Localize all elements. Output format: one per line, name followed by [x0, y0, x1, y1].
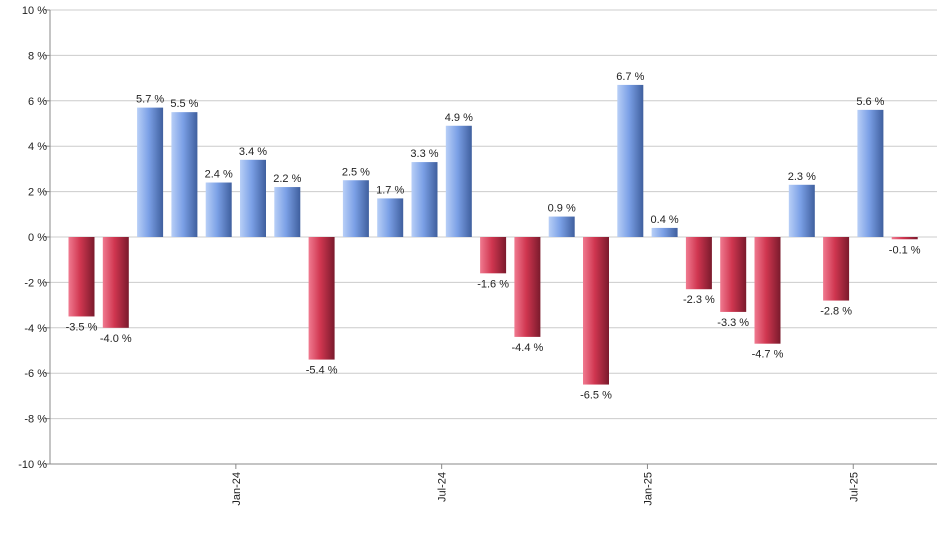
bar: [68, 237, 95, 317]
bar-value-label: -4.0 %: [100, 333, 132, 345]
bar: [548, 216, 575, 237]
bar-value-label: 2.2 %: [273, 173, 301, 185]
x-tick-label: Jan-25: [642, 472, 654, 506]
bar-value-label: 0.4 %: [651, 214, 679, 226]
y-tick-label: 0 %: [28, 232, 47, 244]
bars: [68, 84, 918, 385]
bar: [857, 109, 884, 237]
bar-value-label: -6.5 %: [580, 390, 612, 402]
y-tick-label: -4 %: [24, 323, 47, 335]
bar: [445, 125, 472, 237]
value-labels: -3.5 %-4.0 % 5.7 % 5.5 % 2.4 % 3.4 % 2.2 % -5.…: [66, 71, 921, 402]
bar: [788, 184, 815, 237]
bar-value-label: -2.3 %: [683, 294, 715, 306]
y-tick-label: 4 %: [28, 141, 47, 153]
x-tick-label: Jul-25: [848, 472, 860, 502]
y-tick-label: 2 %: [28, 187, 47, 199]
bar: [685, 237, 712, 290]
x-tick-label: Jan-24: [231, 472, 243, 506]
bar-value-label: -5.4 %: [306, 365, 338, 377]
bar-value-label: -3.3 %: [717, 317, 749, 329]
bar: [754, 237, 781, 344]
x-axis-ticks: Jan-24 Jul-24 Jan-25 Jul-25: [231, 464, 860, 506]
y-tick-label: -8 %: [24, 414, 47, 426]
bar: [480, 237, 507, 274]
bar: [342, 180, 369, 237]
bar-value-label: -4.7 %: [752, 349, 784, 361]
bar-value-label: -4.4 %: [512, 342, 544, 354]
bar: [102, 237, 129, 328]
bar: [823, 237, 850, 301]
bar: [651, 227, 678, 237]
bar: [720, 237, 747, 312]
bar-value-label: 4.9 %: [445, 112, 473, 124]
y-tick-label: 10 %: [22, 5, 47, 17]
bar: [411, 162, 438, 237]
bar-value-label: 6.7 %: [616, 71, 644, 83]
y-tick-label: -2 %: [24, 277, 47, 289]
bar-value-label: 3.3 %: [410, 148, 438, 160]
bar: [171, 112, 198, 237]
bar-value-label: 2.3 %: [788, 171, 816, 183]
bar-value-label: 5.5 %: [170, 98, 198, 110]
bar: [205, 182, 232, 237]
x-tick-label: Jul-24: [437, 472, 449, 502]
bar-value-label: -1.6 %: [477, 278, 509, 290]
bar: [240, 159, 266, 237]
y-tick-label: 6 %: [28, 96, 47, 108]
bar: [137, 107, 164, 237]
bar-value-label: 5.7 %: [136, 94, 164, 106]
y-tick-label: -10 %: [18, 459, 47, 471]
bar-value-label: 0.9 %: [548, 203, 576, 215]
bar-value-label: -3.5 %: [66, 321, 98, 333]
bar: [583, 237, 609, 385]
bar-value-label: -0.1 %: [889, 244, 921, 256]
bar-value-label: 5.6 %: [856, 96, 884, 108]
bar: [274, 187, 301, 237]
bar-value-label: 1.7 %: [376, 184, 404, 196]
bar-value-label: 2.4 %: [205, 169, 233, 181]
axes: [49, 10, 937, 465]
bar-value-label: 2.5 %: [342, 166, 370, 178]
y-tick-label: 8 %: [28, 50, 47, 62]
bar-value-label: 3.4 %: [239, 146, 267, 158]
bar: [617, 84, 644, 237]
bar: [377, 198, 404, 237]
y-axis-ticks: 10 % 8 % 6 % 4 % 2 % 0 % -2 % -4 % -6 % -8 % -10 %: [18, 5, 50, 471]
y-tick-label: -6 %: [24, 368, 47, 380]
bar: [514, 237, 541, 337]
bar: [891, 237, 918, 240]
bar: [308, 237, 335, 360]
bar-value-label: -2.8 %: [820, 306, 852, 318]
